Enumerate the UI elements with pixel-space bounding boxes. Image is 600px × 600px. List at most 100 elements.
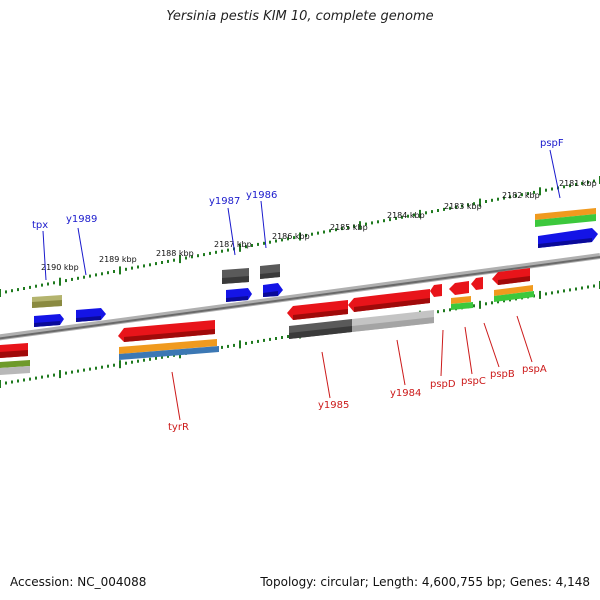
- gene-arrow-pspB[interactable]: [471, 277, 483, 290]
- major-tick: [539, 290, 541, 299]
- minor-tick: [101, 272, 103, 276]
- minor-tick: [515, 194, 517, 198]
- minor-tick: [569, 288, 571, 292]
- gene-label-pspD[interactable]: pspD: [430, 379, 456, 390]
- minor-tick: [101, 365, 103, 369]
- minor-tick: [497, 197, 499, 201]
- minor-tick: [491, 198, 493, 202]
- gene-label-tpx[interactable]: tpx: [32, 220, 48, 231]
- minor-tick: [89, 367, 91, 371]
- minor-tick: [5, 290, 7, 294]
- feature-box[interactable]: [451, 302, 473, 310]
- scale-labels: 2190 kbp 2189 kbp 2188 kbp 2187 kbp 2186…: [41, 179, 597, 272]
- minor-tick: [587, 285, 589, 289]
- kbp-label: 2182 kbp: [502, 191, 540, 200]
- minor-tick: [245, 245, 247, 249]
- gene-label-pspF[interactable]: pspF: [540, 138, 564, 149]
- minor-tick: [317, 231, 319, 235]
- gene-label-pspB[interactable]: pspB: [490, 369, 515, 380]
- minor-tick: [17, 288, 19, 292]
- gene-label-y1987[interactable]: y1987: [209, 196, 240, 207]
- minor-tick: [371, 221, 373, 225]
- minor-tick: [95, 273, 97, 277]
- minor-tick: [221, 249, 223, 253]
- gene-label-y1986[interactable]: y1986: [246, 190, 277, 201]
- minor-tick: [173, 258, 175, 262]
- minor-tick: [131, 360, 133, 364]
- minor-tick: [71, 370, 73, 374]
- minor-tick: [65, 371, 67, 375]
- minor-tick: [71, 277, 73, 281]
- minor-tick: [29, 377, 31, 381]
- gene-label-y1984[interactable]: y1984: [390, 388, 421, 399]
- minor-tick: [161, 355, 163, 359]
- minor-tick: [509, 195, 511, 199]
- minor-tick: [95, 366, 97, 370]
- major-tick: [299, 232, 301, 241]
- forward-features: [32, 208, 598, 327]
- minor-tick: [407, 214, 409, 218]
- minor-tick: [113, 270, 115, 273]
- minor-tick: [527, 192, 529, 196]
- minor-tick: [125, 361, 127, 365]
- minor-tick: [65, 279, 67, 283]
- gene-label-y1985[interactable]: y1985: [318, 400, 349, 411]
- minor-tick: [521, 193, 523, 197]
- minor-tick: [305, 233, 307, 237]
- minor-tick: [425, 211, 427, 215]
- feature-box[interactable]: [119, 346, 219, 360]
- major-tick: [239, 243, 241, 252]
- minor-tick: [161, 261, 163, 264]
- minor-tick: [449, 308, 451, 312]
- gene-label-pspC[interactable]: pspC: [461, 376, 486, 387]
- kbp-label: 2190 kbp: [41, 263, 79, 272]
- major-tick: [479, 300, 481, 309]
- gene-label-tyrR[interactable]: tyrR: [168, 422, 189, 433]
- minor-tick: [443, 207, 445, 211]
- gene-arrow-pspC[interactable]: [449, 281, 469, 295]
- kbp-label: 2181 kbp: [559, 179, 597, 188]
- major-tick: [359, 221, 361, 230]
- minor-tick: [335, 228, 337, 232]
- minor-tick: [287, 335, 289, 338]
- minor-tick: [437, 310, 439, 314]
- genome-title: Yersinia pestis KIM 10, complete genome: [166, 9, 434, 24]
- major-tick: [59, 370, 61, 379]
- forward-scale-track: [0, 176, 600, 297]
- minor-tick: [491, 301, 493, 305]
- gene-label-pspA[interactable]: pspA: [522, 364, 547, 375]
- label-leaders: [42, 149, 561, 421]
- minor-tick: [557, 290, 559, 294]
- minor-tick: [47, 282, 49, 286]
- topology-text: Topology: circular; Length: 4,600,755 bp…: [260, 575, 590, 589]
- feature-box[interactable]: [451, 296, 471, 304]
- minor-tick: [449, 206, 451, 210]
- minor-tick: [11, 289, 13, 293]
- gene-labels: tpx y1989 y1987 y1986 pspF tyrR y1985 y1…: [32, 138, 564, 433]
- feature-box[interactable]: [535, 214, 596, 227]
- minor-tick: [545, 292, 547, 296]
- minor-tick: [53, 373, 55, 377]
- gene-label-y1989[interactable]: y1989: [66, 214, 97, 225]
- gene-arrow-pspD[interactable]: [430, 284, 442, 297]
- minor-tick: [185, 256, 187, 260]
- minor-tick: [23, 287, 25, 290]
- feature-box[interactable]: [494, 291, 534, 302]
- kbp-label: 2187 kbp: [214, 240, 252, 249]
- major-tick: [59, 277, 61, 286]
- minor-tick: [377, 220, 379, 224]
- feature-box[interactable]: [494, 285, 533, 296]
- kbp-label: 2183 kbp: [444, 202, 482, 211]
- minor-tick: [35, 376, 37, 380]
- minor-tick: [455, 205, 457, 209]
- feature-box[interactable]: [119, 339, 217, 354]
- minor-tick: [569, 184, 571, 188]
- minor-tick: [437, 209, 439, 212]
- minor-tick: [35, 284, 37, 288]
- minor-tick: [83, 368, 85, 372]
- minor-tick: [341, 227, 343, 231]
- minor-tick: [77, 369, 79, 373]
- feature-box[interactable]: [535, 208, 596, 220]
